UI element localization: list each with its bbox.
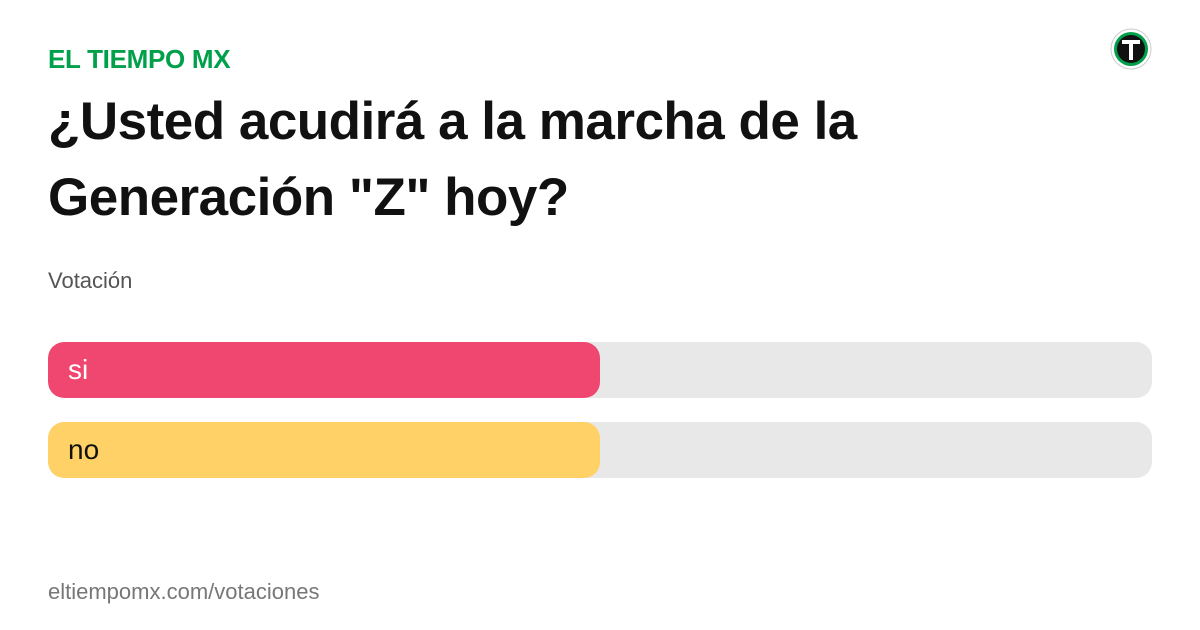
option-bar <box>48 342 600 398</box>
footer-link: eltiempomx.com/votaciones <box>48 579 320 604</box>
option-label: si <box>68 354 89 385</box>
option-track: no <box>48 422 1152 478</box>
option-label: no <box>68 434 100 465</box>
option-bar <box>48 422 600 478</box>
option-track: si <box>48 342 1152 398</box>
poll-options: si no <box>48 342 1152 502</box>
poll-subtitle: Votación <box>48 268 133 293</box>
logo <box>1110 28 1152 70</box>
poll-question: ¿Usted acudirá a la marcha de la Generac… <box>48 92 857 227</box>
brand: EL TIEMPO MX <box>48 44 231 74</box>
